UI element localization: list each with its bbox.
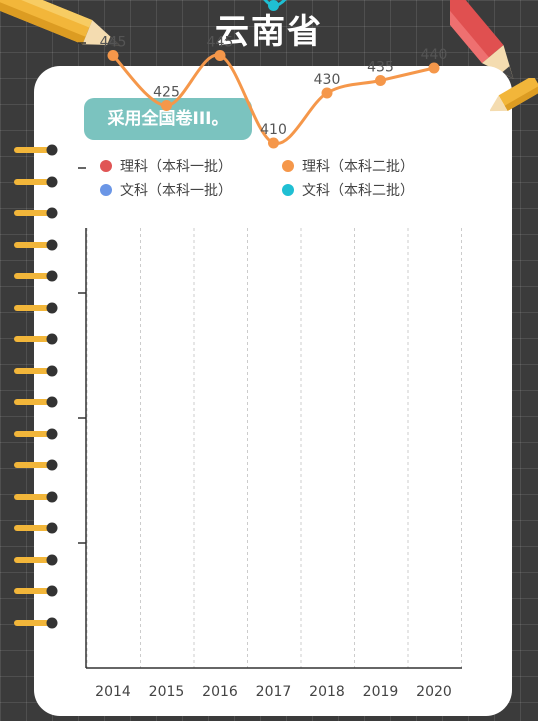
ring-icon: [14, 144, 58, 156]
ring-icon: [14, 554, 58, 565]
ring-icon: [14, 522, 58, 534]
x-tick-label: 2014: [95, 684, 131, 700]
x-tick-label: 2020: [416, 684, 452, 700]
data-label: 430: [314, 72, 341, 88]
data-label: 410: [260, 122, 287, 138]
data-point: [107, 50, 119, 61]
ring-icon: [14, 617, 58, 628]
legend-item-wen2: 文科（本科二批）: [282, 180, 414, 200]
x-tick-label: 2018: [309, 684, 345, 700]
ring-icon: [14, 239, 58, 250]
ring-icon: [14, 302, 58, 313]
chart-card: [34, 66, 512, 716]
ring-icon: [14, 428, 58, 439]
pencil-left-icon: [0, 0, 120, 46]
intro-badge: 采用全国卷III。: [84, 98, 252, 140]
ring-icon: [14, 396, 58, 408]
ring-icon: [14, 585, 58, 597]
data-label: 440: [421, 47, 448, 63]
data-label: 435: [367, 60, 394, 76]
data-point: [375, 75, 386, 86]
legend-item-li1: 理科（本科一批）: [100, 156, 232, 176]
series-line: [263, 0, 287, 7]
data-point: [321, 87, 333, 99]
pencil-right-icon: [450, 0, 514, 79]
legend-dot-icon: [100, 160, 112, 172]
page-title: 云南省: [215, 12, 323, 52]
legend-label: 理科（本科一批）: [120, 159, 232, 175]
legend-item-li2: 理科（本科二批）: [282, 156, 414, 176]
pencil-small-icon: [490, 78, 538, 112]
data-label: 445: [207, 35, 234, 51]
legend-item-wen1: 文科（本科一批）: [100, 180, 232, 200]
data-point: [161, 100, 172, 111]
data-point: [268, 0, 279, 11]
legend-dot-icon: [282, 184, 294, 196]
ring-icon: [14, 270, 58, 282]
ring-icon: [14, 491, 58, 502]
ring-icon: [14, 459, 58, 471]
legend-label: 文科（本科二批）: [302, 183, 414, 199]
data-point: [428, 62, 440, 74]
legend-dot-icon: [282, 160, 294, 172]
x-tick-label: 2016: [202, 684, 238, 700]
ring-icon: [14, 176, 58, 187]
data-point: [268, 137, 279, 149]
ring-icon: [14, 207, 58, 219]
data-label: 465: [260, 0, 287, 1]
x-tick-label: 2019: [363, 684, 399, 700]
legend-label: 理科（本科二批）: [302, 159, 414, 175]
ring-icon: [14, 333, 58, 345]
x-tick-label: 2015: [149, 684, 185, 700]
ring-icon: [14, 365, 58, 376]
legend-label: 文科（本科一批）: [120, 183, 232, 199]
x-tick-label: 2017: [256, 684, 292, 700]
data-point: [214, 50, 226, 61]
data-label: 445: [100, 35, 127, 51]
legend-dot-icon: [100, 184, 112, 196]
data-label: 425: [153, 85, 180, 101]
